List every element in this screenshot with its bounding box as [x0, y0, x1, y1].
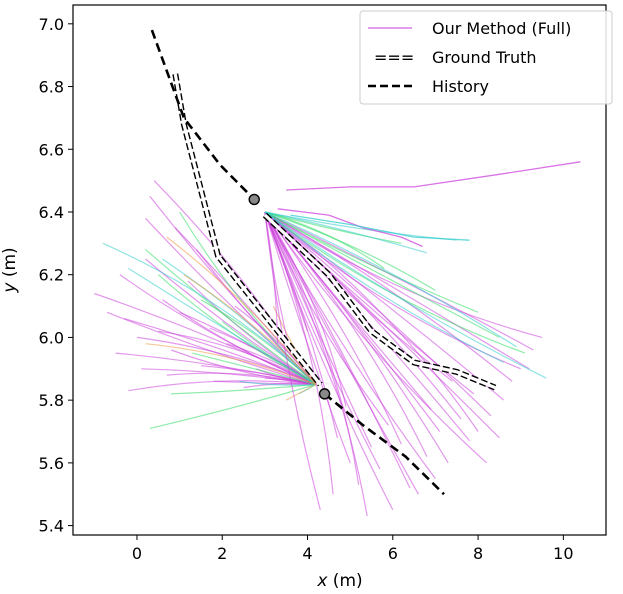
ground-truth-paths: [172, 73, 497, 391]
ground-truth-inner: [263, 213, 496, 390]
y-tick-label: 5.4: [39, 517, 64, 536]
predicted-trajectory: [264, 211, 543, 338]
predicted-trajectory-long: [290, 214, 470, 241]
predicted-trajectory-orange: [285, 383, 317, 401]
predicted-trajectory: [213, 380, 317, 386]
history-path: [150, 29, 256, 201]
predicted-trajectory-teal: [102, 242, 317, 385]
ground-truth-inner: [173, 73, 322, 386]
predicted-trajectory: [264, 211, 441, 432]
y-tick-label: 6.4: [39, 203, 64, 222]
y-tick-label: 5.6: [39, 454, 64, 473]
predicted-trajectory: [264, 211, 534, 351]
predicted-trajectory-green: [145, 249, 317, 385]
x-axis-unit: (m): [327, 571, 362, 591]
legend-box: [359, 10, 613, 105]
predicted-trajectory-orange: [166, 236, 317, 385]
predicted-trajectory: [264, 211, 419, 495]
predicted-trajectory-long: [286, 161, 581, 191]
y-axis-ticks: 5.4 5.6 5.8 6.0 6.2 6.4 6.6 6.8 7.0: [39, 15, 73, 536]
y-tick-label: 5.8: [39, 391, 64, 410]
x-tick-label: 2: [217, 544, 227, 563]
predicted-trajectory: [119, 274, 317, 386]
current-position-marker: [318, 388, 331, 400]
legend-gt-marker: ===: [374, 48, 414, 67]
x-axis-label: x (m): [316, 571, 362, 591]
x-axis-ticks: 0 2 4 6 8 10: [132, 535, 574, 563]
legend: Our Method (Full) === Ground Truth Histo…: [359, 10, 613, 105]
x-tick-label: 4: [302, 544, 312, 563]
y-axis-var: y: [0, 282, 20, 294]
predicted-trajectory: [264, 211, 338, 438]
plot-frame: [72, 4, 607, 536]
predicted-trajectory: [264, 211, 488, 464]
predicted-trajectory-green: [264, 211, 436, 291]
predicted-trajectory: [264, 211, 373, 448]
predicted-trajectory-teal: [162, 258, 317, 385]
predicted-trajectory-teal: [264, 211, 428, 254]
predicted-trajectory-teal: [264, 211, 504, 364]
y-tick-label: 6.8: [39, 78, 64, 97]
predicted-trajectory-teal: [264, 211, 517, 348]
x-tick-label: 0: [132, 544, 142, 563]
y-tick-label: 6.2: [39, 266, 64, 285]
predicted-trajectory: [264, 211, 309, 332]
predicted-trajectory-teal: [264, 211, 547, 379]
x-tick-label: 8: [473, 544, 483, 563]
current-position-marker: [248, 193, 260, 206]
y-tick-label: 6.6: [39, 140, 64, 159]
predicted-trajectory-green: [264, 211, 479, 313]
predicted-trajectory-green: [149, 383, 317, 429]
predicted-trajectory-green: [264, 211, 385, 269]
y-tick-label: 7.0: [39, 15, 64, 34]
y-tick-label: 6.0: [39, 328, 64, 347]
legend-history-label: History: [432, 77, 489, 96]
predicted-trajectory-green: [171, 383, 317, 395]
y-axis-label: y (m): [0, 247, 20, 293]
predicted-trajectory-orange: [145, 343, 317, 386]
legend-gt-label: Ground Truth: [432, 48, 537, 67]
legend-method-label: Our Method (Full): [432, 19, 571, 38]
predicted-trajectory: [128, 380, 317, 392]
history-path: [323, 392, 445, 496]
x-tick-label: 10: [553, 544, 573, 563]
predicted-trajectory: [264, 211, 347, 407]
predicted-trajectories: [94, 161, 581, 517]
history-paths: [150, 29, 445, 496]
x-tick-label: 6: [388, 544, 398, 563]
predicted-trajectory: [166, 372, 317, 386]
predicted-trajectory: [264, 211, 351, 464]
current-position-markers: [248, 193, 331, 400]
predicted-trajectory-green: [192, 352, 317, 386]
predicted-trajectory: [264, 211, 436, 479]
x-axis-var: x: [316, 571, 328, 591]
predicted-trajectory-orange: [183, 274, 317, 385]
predicted-trajectory: [264, 211, 530, 370]
y-axis-unit: (m): [0, 247, 20, 282]
predicted-trajectory-long: [277, 208, 423, 248]
predicted-trajectory-teal: [128, 267, 317, 386]
predicted-trajectory-teal: [239, 380, 317, 386]
